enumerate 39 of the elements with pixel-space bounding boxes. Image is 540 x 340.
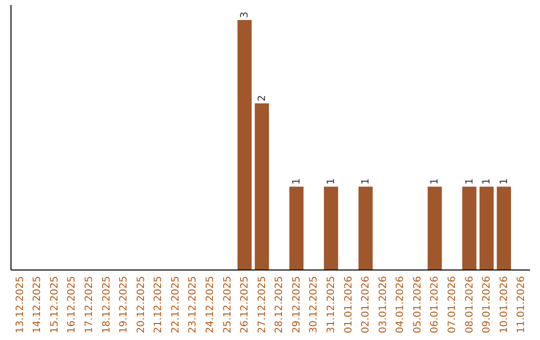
x-tick-label: 16.12.2025 [66,276,78,334]
x-tick-label: 06.01.2026 [430,276,441,334]
x-tick-label: 22.12.2025 [170,276,182,334]
x-tick-label: 14.12.2025 [32,276,44,334]
x-tick-label: 13.12.2025 [14,276,26,334]
x-tick-label: 27.12.2025 [256,276,268,334]
data-label: 1 [482,178,493,185]
x-tick-label: 09.01.2026 [482,276,493,334]
x-tick-label: 24.12.2025 [204,276,216,334]
x-tick-label: 30.12.2025 [308,276,320,334]
data-label: 1 [430,178,441,185]
x-tick-label: 21.12.2025 [153,276,164,334]
data-label: 2 [256,94,268,102]
data-label: 3 [240,12,251,18]
x-tick-label: 01.01.2026 [343,276,354,334]
x-tick-label: 03.01.2026 [378,276,389,334]
x-tick-label: 10.01.2026 [498,276,510,334]
data-label: 1 [464,178,476,185]
data-label: 1 [291,178,302,185]
x-tick-label: 04.01.2026 [395,276,406,334]
data-label: 1 [326,178,338,185]
x-tick-label: 26.12.2025 [240,276,251,334]
x-tick-label: 29.12.2025 [291,276,302,334]
x-tick-label: 07.01.2026 [447,276,458,334]
x-tick-label: 11.01.2026 [516,276,528,334]
x-tick-label: 20.12.2025 [136,276,147,334]
x-tick-label: 19.12.2025 [118,276,130,334]
data-label: 1 [498,178,510,185]
x-tick-label: 15.12.2025 [49,276,60,334]
x-tick-label: 28.12.2025 [274,276,286,334]
data-label: 1 [360,178,372,185]
x-tick-label: 23.12.2025 [188,276,199,334]
x-tick-label: 05.01.2026 [412,276,424,334]
x-tick-label: 18.12.2025 [101,276,112,334]
x-tick-label: 31.12.2025 [326,276,338,334]
x-tick-label: 17.12.2025 [84,276,95,334]
x-tick-label: 08.01.2026 [464,276,476,334]
x-tick-label: 25.12.2025 [222,276,234,334]
x-tick-label: 02.01.2026 [360,276,372,334]
